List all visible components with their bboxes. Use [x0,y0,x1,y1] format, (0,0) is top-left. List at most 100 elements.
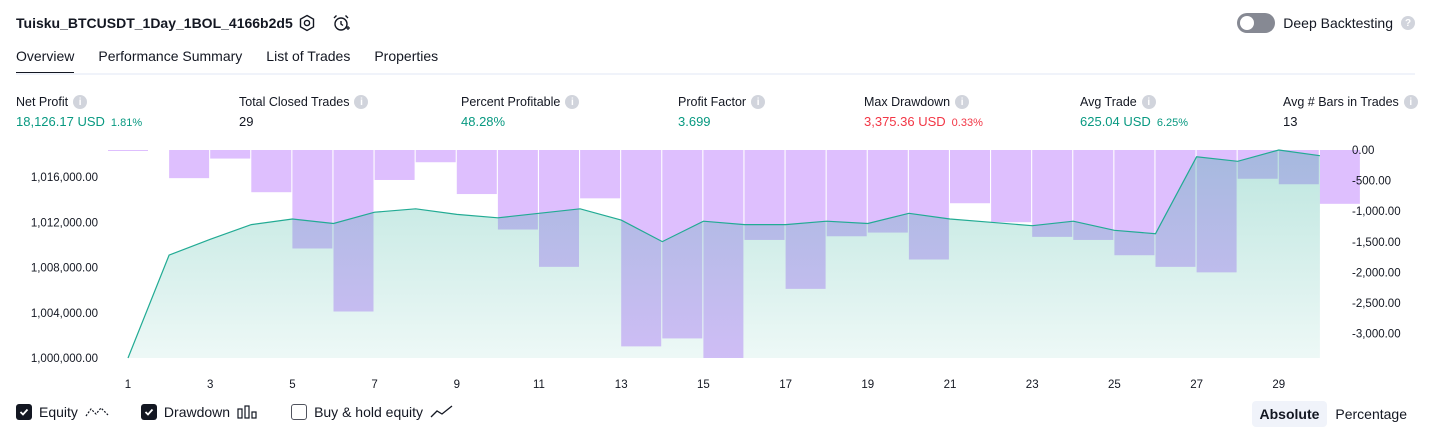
bar-chart-icon [237,405,257,419]
stat-value: 18,126.17 USD [16,114,105,129]
x-axis-tick-label: 11 [533,379,545,391]
chart-legend: Equity Drawdown Buy & hold equity [16,404,486,420]
percentage-button[interactable]: Percentage [1335,406,1407,422]
stat-label: Max Drawdown [864,95,951,109]
stat-label: Profit Factor [678,95,747,109]
legend-label: Buy & hold equity [314,404,424,420]
equity-line [127,149,1320,359]
stat-value: 3,375.36 USD [864,114,946,129]
info-icon[interactable]: i [751,95,766,109]
left-axis-tick-label: 1,016,000.00 [31,172,98,184]
stat-label: Percent Profitable [461,95,561,109]
left-axis-tick-label: 1,008,000.00 [31,263,98,275]
info-icon[interactable]: i [73,95,88,109]
stat-label: Net Profit [16,95,69,109]
deep-backtesting-label: Deep Backtesting [1283,15,1393,31]
stat-percent: 1.81% [110,117,143,129]
alarm-clock-icon[interactable] [331,13,351,33]
deep-backtesting-toggle[interactable] [1237,13,1276,33]
tab-properties[interactable]: Properties [374,48,439,64]
info-icon[interactable]: i [1141,95,1156,109]
x-axis-tick-label: 1 [125,379,131,391]
right-axis-tick-label: -1,000.00 [1352,206,1401,218]
equity-line-icon [85,407,109,417]
legend-buy-hold[interactable]: Buy & hold equity [291,404,454,420]
drawdown-bar [415,150,456,163]
right-axis-tick-label: -2,000.00 [1352,267,1401,279]
right-axis-tick-label: -2,500.00 [1352,298,1401,310]
stat-value: 625.04 USD [1080,114,1151,129]
x-axis-tick-label: 23 [1026,379,1039,391]
info-icon[interactable]: i [354,95,369,109]
left-axis-tick-label: 1,004,000.00 [31,308,98,320]
stat-value: 29 [239,114,254,129]
line-trend-icon [430,405,453,418]
stat-value: 48.28% [461,114,506,129]
strategy-title: Tuisku_BTCUSDT_1Day_1BOL_4166b2d5 [16,15,293,31]
legend-equity[interactable]: Equity [16,404,109,420]
right-axis-tick-label: -3,000.00 [1352,329,1401,341]
tab-overview[interactable]: Overview [16,48,75,75]
drawdown-bar [580,150,621,199]
drawdown-bar [991,150,1032,223]
legend-label: Equity [39,404,78,420]
checkbox-checked-icon[interactable] [140,404,157,420]
right-axis-tick-label: 0.00 [1352,145,1374,157]
x-axis-tick-label: 7 [371,379,377,391]
checkbox-unchecked-icon[interactable] [291,404,308,420]
checkbox-checked-icon[interactable] [16,404,32,420]
drawdown-bar [251,150,292,193]
equity-area [128,150,1320,358]
stat-label: Total Closed Trades [239,95,350,109]
equity-drawdown-chart[interactable]: 1,016,000.00 1,012,000.00 1,008,000.00 1,00… [0,140,1431,392]
x-axis-tick-label: 3 [207,379,213,391]
right-axis-tick-label: -1,500.00 [1352,237,1401,249]
stat-net-profit: Net Profit i 18,126.17 USD 1.81% [16,95,142,129]
tab-list-of-trades[interactable]: List of Trades [266,48,351,64]
stat-total-closed-trades: Total Closed Trades i 29 [239,95,369,129]
absolute-button[interactable]: Absolute [1251,401,1328,427]
drawdown-bar [1319,150,1360,204]
drawdown-bar [456,150,497,195]
stat-label: Avg # Bars in Trades [1283,95,1399,109]
tab-performance-summary[interactable]: Performance Summary [98,48,243,64]
stat-max-drawdown: Max Drawdown i 3,375.36 USD 0.33% [864,95,983,129]
x-axis-tick-label: 19 [861,379,874,391]
drawdown-bar [108,150,148,151]
drawdown-bar [374,150,415,180]
drawdown-bar [169,150,210,179]
info-icon[interactable]: i [955,95,970,109]
legend-label: Drawdown [163,404,231,420]
x-axis-tick-label: 9 [454,379,460,391]
stat-percent: 0.33% [951,117,983,129]
x-axis-tick-label: 17 [779,379,792,391]
tab-bar: Overview Performance Summary List of Tra… [16,48,438,75]
info-icon[interactable]: i [565,95,580,109]
stat-label: Avg Trade [1080,95,1137,109]
drawdown-bar [210,150,251,159]
settings-icon[interactable] [297,13,317,33]
drawdown-bar [950,150,990,204]
stat-percent-profitable: Percent Profitable i 48.28% [461,95,580,129]
stat-value: 13 [1283,114,1298,129]
x-axis-tick-label: 29 [1272,379,1285,391]
x-axis-tick-label: 27 [1190,379,1203,391]
stat-value: 3.699 [678,114,711,129]
x-axis-tick-label: 15 [697,379,710,391]
x-axis-tick-label: 25 [1108,379,1121,391]
left-axis-tick-label: 1,000,000.00 [31,353,98,365]
stat-avg-trade: Avg Trade i 625.04 USD 6.25% [1080,95,1188,129]
legend-drawdown[interactable]: Drawdown [140,404,259,420]
right-axis-tick-label: -500.00 [1352,176,1391,188]
tabs-divider [16,73,1415,75]
stat-percent: 6.25% [1156,117,1189,129]
x-axis-tick-label: 21 [944,379,957,391]
info-icon[interactable]: i [1403,95,1418,109]
left-axis-tick-label: 1,012,000.00 [31,217,98,229]
help-icon[interactable]: ? [1401,16,1415,30]
scale-toggle: Absolute Percentage [1251,401,1416,427]
stat-profit-factor: Profit Factor i 3.699 [678,95,766,129]
x-axis-tick-label: 13 [615,379,628,391]
x-axis-tick-label: 5 [289,379,295,391]
stat-avg-bars-in-trades: Avg # Bars in Trades i 13 [1283,95,1418,129]
